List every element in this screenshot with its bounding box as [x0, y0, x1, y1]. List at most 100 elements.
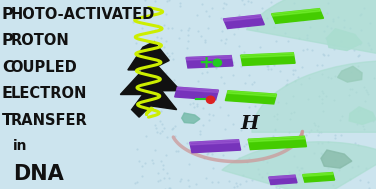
Point	[287, 117, 293, 120]
Text: E: E	[2, 86, 13, 101]
Text: DNA: DNA	[13, 164, 64, 184]
Polygon shape	[225, 91, 276, 104]
Point	[364, 91, 370, 94]
Point	[177, 2, 183, 5]
Point	[150, 161, 156, 164]
Point	[291, 110, 297, 113]
Point	[191, 106, 197, 109]
Point	[331, 99, 337, 102]
Text: OUPLED: OUPLED	[10, 60, 77, 75]
Point	[230, 123, 237, 126]
Point	[134, 110, 140, 113]
Point	[367, 21, 373, 24]
Point	[304, 36, 310, 39]
Point	[206, 118, 212, 121]
Point	[358, 12, 364, 15]
Point	[286, 131, 292, 134]
Polygon shape	[182, 113, 200, 123]
Point	[264, 171, 270, 174]
Ellipse shape	[206, 96, 215, 103]
Point	[341, 18, 347, 21]
Point	[338, 134, 344, 137]
Polygon shape	[338, 66, 362, 82]
Point	[135, 37, 141, 40]
Point	[306, 77, 312, 80]
Point	[274, 112, 280, 115]
Point	[315, 134, 321, 137]
Text: ROTON: ROTON	[10, 33, 69, 48]
Point	[347, 27, 353, 30]
Point	[315, 131, 321, 134]
Point	[341, 25, 347, 28]
Point	[197, 130, 203, 133]
Point	[300, 49, 306, 52]
Point	[255, 168, 261, 171]
Point	[246, 0, 252, 2]
Text: in: in	[13, 139, 28, 153]
Point	[132, 5, 138, 9]
Point	[319, 102, 325, 105]
Point	[298, 83, 304, 86]
Point	[185, 40, 191, 43]
Point	[170, 127, 176, 130]
Point	[194, 105, 200, 108]
Point	[357, 70, 363, 74]
Point	[142, 0, 148, 2]
Point	[163, 153, 169, 156]
Point	[357, 109, 363, 112]
Point	[218, 39, 224, 42]
Point	[259, 6, 265, 9]
Point	[229, 90, 235, 93]
Point	[158, 159, 164, 162]
Polygon shape	[223, 15, 264, 29]
Point	[152, 148, 158, 151]
Point	[272, 129, 278, 132]
Point	[311, 122, 317, 125]
Point	[139, 175, 145, 178]
Point	[285, 39, 291, 42]
Point	[209, 153, 215, 156]
Point	[268, 0, 274, 3]
Point	[292, 68, 298, 71]
Point	[185, 178, 191, 181]
Point	[353, 91, 359, 94]
Point	[235, 27, 241, 30]
Polygon shape	[269, 175, 296, 179]
Point	[149, 29, 155, 33]
Point	[201, 64, 207, 67]
Point	[363, 166, 369, 169]
Point	[370, 119, 376, 122]
Point	[293, 143, 299, 146]
Point	[193, 183, 199, 186]
Point	[159, 129, 165, 132]
Point	[237, 182, 243, 185]
Point	[306, 130, 312, 133]
Point	[143, 135, 149, 138]
Point	[320, 53, 326, 56]
Point	[181, 111, 187, 114]
Point	[242, 81, 248, 84]
Polygon shape	[349, 107, 376, 124]
Point	[356, 53, 362, 56]
Point	[339, 115, 345, 118]
Point	[365, 180, 371, 184]
Point	[331, 43, 337, 46]
Point	[203, 10, 209, 13]
Point	[330, 18, 336, 21]
Point	[199, 72, 205, 75]
Point	[324, 76, 331, 79]
Point	[235, 15, 241, 19]
Point	[294, 166, 300, 169]
Polygon shape	[186, 56, 232, 60]
Point	[300, 20, 306, 23]
Point	[256, 172, 262, 175]
Point	[218, 17, 224, 20]
Point	[184, 47, 190, 50]
Point	[185, 33, 191, 36]
Point	[324, 12, 330, 15]
Point	[292, 79, 298, 82]
Point	[152, 29, 158, 32]
Point	[173, 135, 179, 138]
Point	[355, 54, 361, 57]
Point	[156, 67, 162, 70]
